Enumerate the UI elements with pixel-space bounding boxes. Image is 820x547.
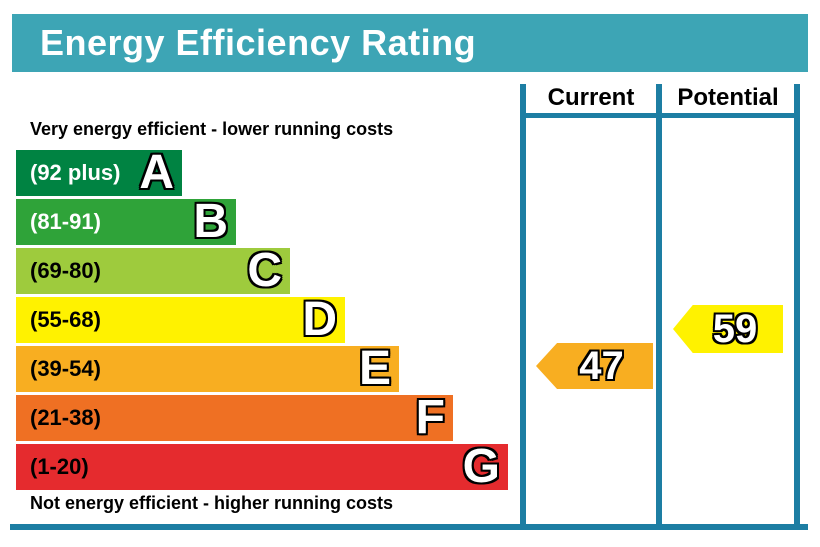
band-g: (1-20) G: [16, 440, 508, 493]
band-b: (81-91) B: [16, 195, 236, 248]
title-bar: Energy Efficiency Rating: [12, 14, 808, 72]
current-column-left-border: [520, 84, 526, 524]
band-d: (55-68) D: [16, 293, 345, 346]
band-c-letter: C: [247, 244, 282, 297]
band-f-range-label: (21-38): [30, 405, 101, 430]
current-column-header: Current: [547, 84, 635, 111]
band-g-range-label: (1-20): [30, 454, 89, 479]
band-a-letter: A: [139, 146, 174, 199]
caption-very-efficient: Very energy efficient - lower running co…: [30, 119, 394, 139]
band-d-letter: D: [302, 293, 337, 346]
band-g-letter: G: [462, 440, 500, 493]
band-e: (39-54) E: [16, 342, 399, 395]
band-a-range-label: (92 plus): [30, 160, 121, 185]
potential-rating-value: 59: [712, 307, 758, 351]
chart-bottom-border: [10, 524, 808, 530]
band-a: (92 plus) A: [16, 146, 182, 199]
current-rating-arrow: 47: [536, 343, 653, 389]
column-divider: [656, 84, 662, 524]
potential-column-header: Potential: [677, 84, 779, 111]
current-rating-value: 47: [579, 344, 624, 388]
page-title: Energy Efficiency Rating: [40, 22, 477, 63]
band-c: (69-80) C: [16, 244, 290, 297]
potential-rating-arrow: 59: [673, 305, 783, 353]
potential-column-right-border: [794, 84, 800, 524]
band-d-range-label: (55-68): [30, 307, 101, 332]
band-e-range-label: (39-54): [30, 356, 101, 381]
band-f-letter: F: [415, 391, 445, 444]
band-b-range-label: (81-91): [30, 209, 101, 234]
caption-not-efficient: Not energy efficient - higher running co…: [30, 493, 394, 513]
band-b-letter: B: [193, 195, 228, 248]
band-e-letter: E: [358, 342, 391, 395]
header-separator-line: [520, 113, 800, 118]
band-c-range-label: (69-80): [30, 258, 101, 283]
band-f: (21-38) F: [16, 391, 453, 444]
